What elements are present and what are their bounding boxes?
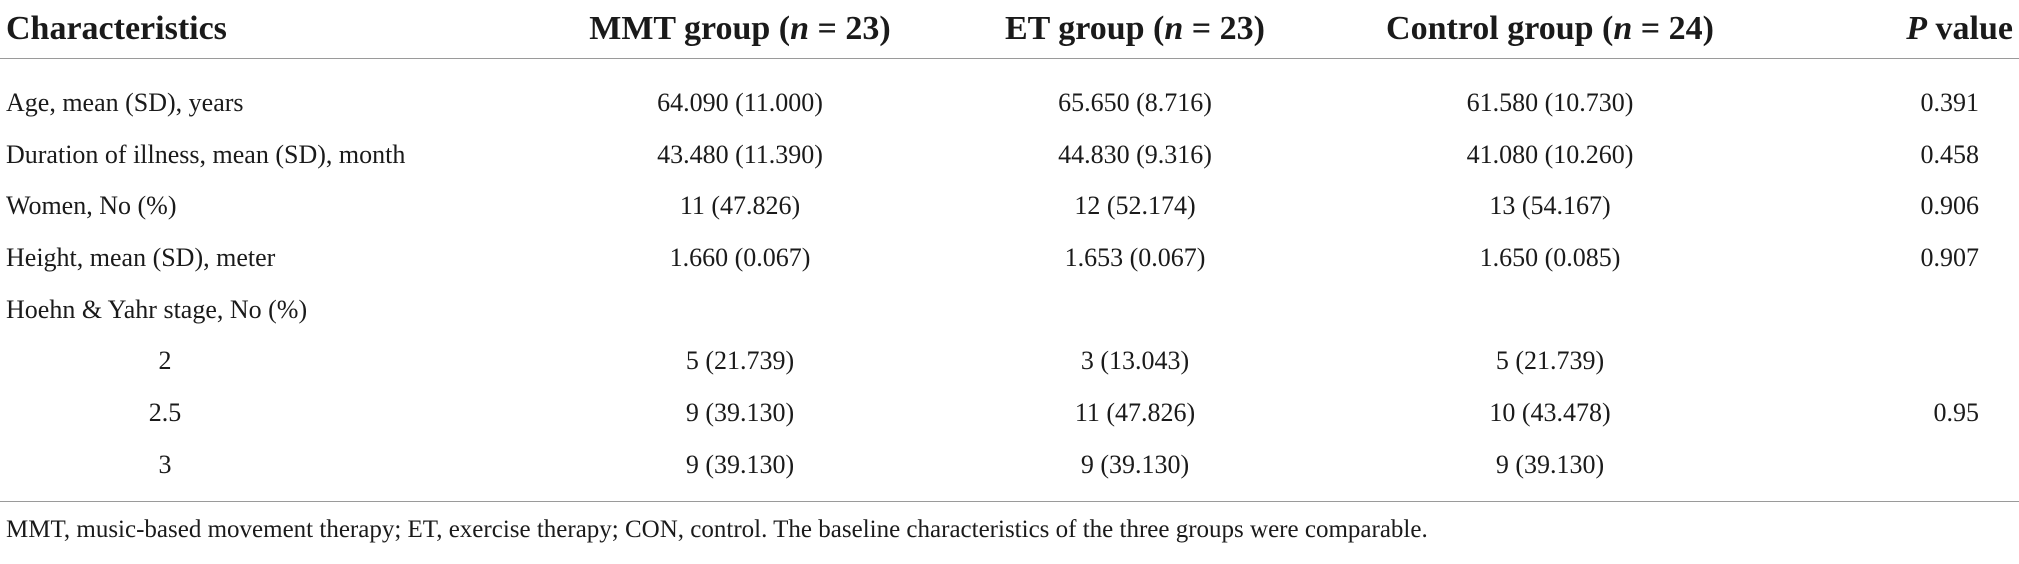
header-et-n: n — [1164, 10, 1184, 47]
cell-control — [1330, 284, 1770, 336]
header-control-label: Control group ( — [1386, 10, 1614, 47]
cell-p-value: 0.906 — [1920, 191, 1980, 221]
cell-et: 1.653 (0.067) — [1064, 242, 1206, 272]
table-row: Height, mean (SD), meter 1.660 (0.067) 1… — [0, 232, 2019, 284]
table-row: Age, mean (SD), years 64.090 (11.000) 65… — [0, 59, 2019, 129]
cell-control: 9 (39.130) — [1495, 449, 1605, 479]
cell-p-value — [1770, 284, 2019, 336]
cell-et: 9 (39.130) — [1080, 449, 1190, 479]
table-footer: MMT, music-based movement therapy; ET, e… — [0, 500, 2019, 556]
cell-mmt: 1.660 (0.067) — [669, 242, 811, 272]
cell-et: 12 (52.174) — [1074, 191, 1196, 221]
table-row: 2.5 9 (39.130) 11 (47.826) 10 (43.478) 0… — [0, 387, 2019, 439]
header-mmt-n: n — [790, 10, 810, 47]
header-characteristics: Characteristics — [0, 0, 540, 59]
cell-control: 61.580 (10.730) — [1466, 87, 1634, 117]
table-row: 2 5 (21.739) 3 (13.043) 5 (21.739) — [0, 335, 2019, 387]
header-row: Characteristics MMT group (n = 23) ET gr… — [0, 0, 2019, 59]
table-body: Age, mean (SD), years 64.090 (11.000) 65… — [0, 59, 2019, 502]
row-label: Age, mean (SD), years — [6, 87, 244, 117]
header-et-group: ET group (n = 23) — [940, 0, 1330, 59]
cell-mmt: 64.090 (11.000) — [657, 87, 823, 117]
cell-p-value — [1770, 335, 2019, 387]
cell-p-value: 0.391 — [1920, 87, 1980, 117]
cell-p-value — [1770, 439, 2019, 501]
cell-control: 41.080 (10.260) — [1466, 139, 1634, 169]
cell-mmt: 9 (39.130) — [685, 449, 795, 479]
header-control-count: = 24) — [1632, 10, 1714, 47]
cell-et: 3 (13.043) — [1080, 346, 1190, 376]
cell-control: 5 (21.739) — [1495, 346, 1605, 376]
table-row: Women, No (%) 11 (47.826) 12 (52.174) 13… — [0, 180, 2019, 232]
cell-p-value: 0.95 — [1933, 397, 1980, 427]
table-row: 3 9 (39.130) 9 (39.130) 9 (39.130) — [0, 439, 2019, 501]
header-p-rest: value — [1927, 10, 2013, 47]
cell-control: 10 (43.478) — [1489, 397, 1611, 427]
cell-et: 11 (47.826) — [1074, 397, 1196, 427]
cell-et: 65.650 (8.716) — [1058, 87, 1212, 117]
header-et-count: = 23) — [1183, 10, 1265, 47]
cell-p-value: 0.458 — [1920, 139, 1980, 169]
cell-mmt — [540, 284, 940, 336]
cell-mmt: 11 (47.826) — [679, 191, 801, 221]
row-label: Height, mean (SD), meter — [6, 242, 276, 272]
cell-control: 1.650 (0.085) — [1479, 242, 1621, 272]
row-label: Women, No (%) — [6, 191, 177, 221]
header-mmt-group: MMT group (n = 23) — [540, 0, 940, 59]
header-control-group: Control group (n = 24) — [1330, 0, 1770, 59]
cell-mmt: 9 (39.130) — [685, 397, 795, 427]
cell-et: 44.830 (9.316) — [1058, 139, 1212, 169]
cell-mmt: 43.480 (11.390) — [657, 139, 823, 169]
header-et-label: ET group ( — [1005, 10, 1165, 47]
table-row: Duration of illness, mean (SD), month 43… — [0, 129, 2019, 181]
footnote-row: MMT, music-based movement therapy; ET, e… — [0, 500, 2019, 556]
header-control-n: n — [1613, 10, 1633, 47]
row-label: Hoehn & Yahr stage, No (%) — [6, 294, 308, 324]
stage-label: 2.5 — [148, 397, 182, 427]
table-row: Hoehn & Yahr stage, No (%) — [0, 284, 2019, 336]
header-mmt-label: MMT group ( — [589, 10, 791, 47]
header-mmt-count: = 23) — [809, 10, 891, 47]
cell-mmt: 5 (21.739) — [685, 346, 795, 376]
table-footnote: MMT, music-based movement therapy; ET, e… — [0, 500, 2019, 556]
stage-label: 2 — [158, 346, 172, 376]
cell-control: 13 (54.167) — [1489, 191, 1611, 221]
cell-p-value: 0.907 — [1920, 242, 1980, 272]
cell-et — [940, 284, 1330, 336]
table-header: Characteristics MMT group (n = 23) ET gr… — [0, 0, 2019, 59]
row-label: Duration of illness, mean (SD), month — [6, 139, 406, 169]
header-p-value: P value — [1770, 0, 2019, 59]
header-p-letter: P — [1906, 10, 1928, 47]
stage-label: 3 — [158, 449, 172, 479]
